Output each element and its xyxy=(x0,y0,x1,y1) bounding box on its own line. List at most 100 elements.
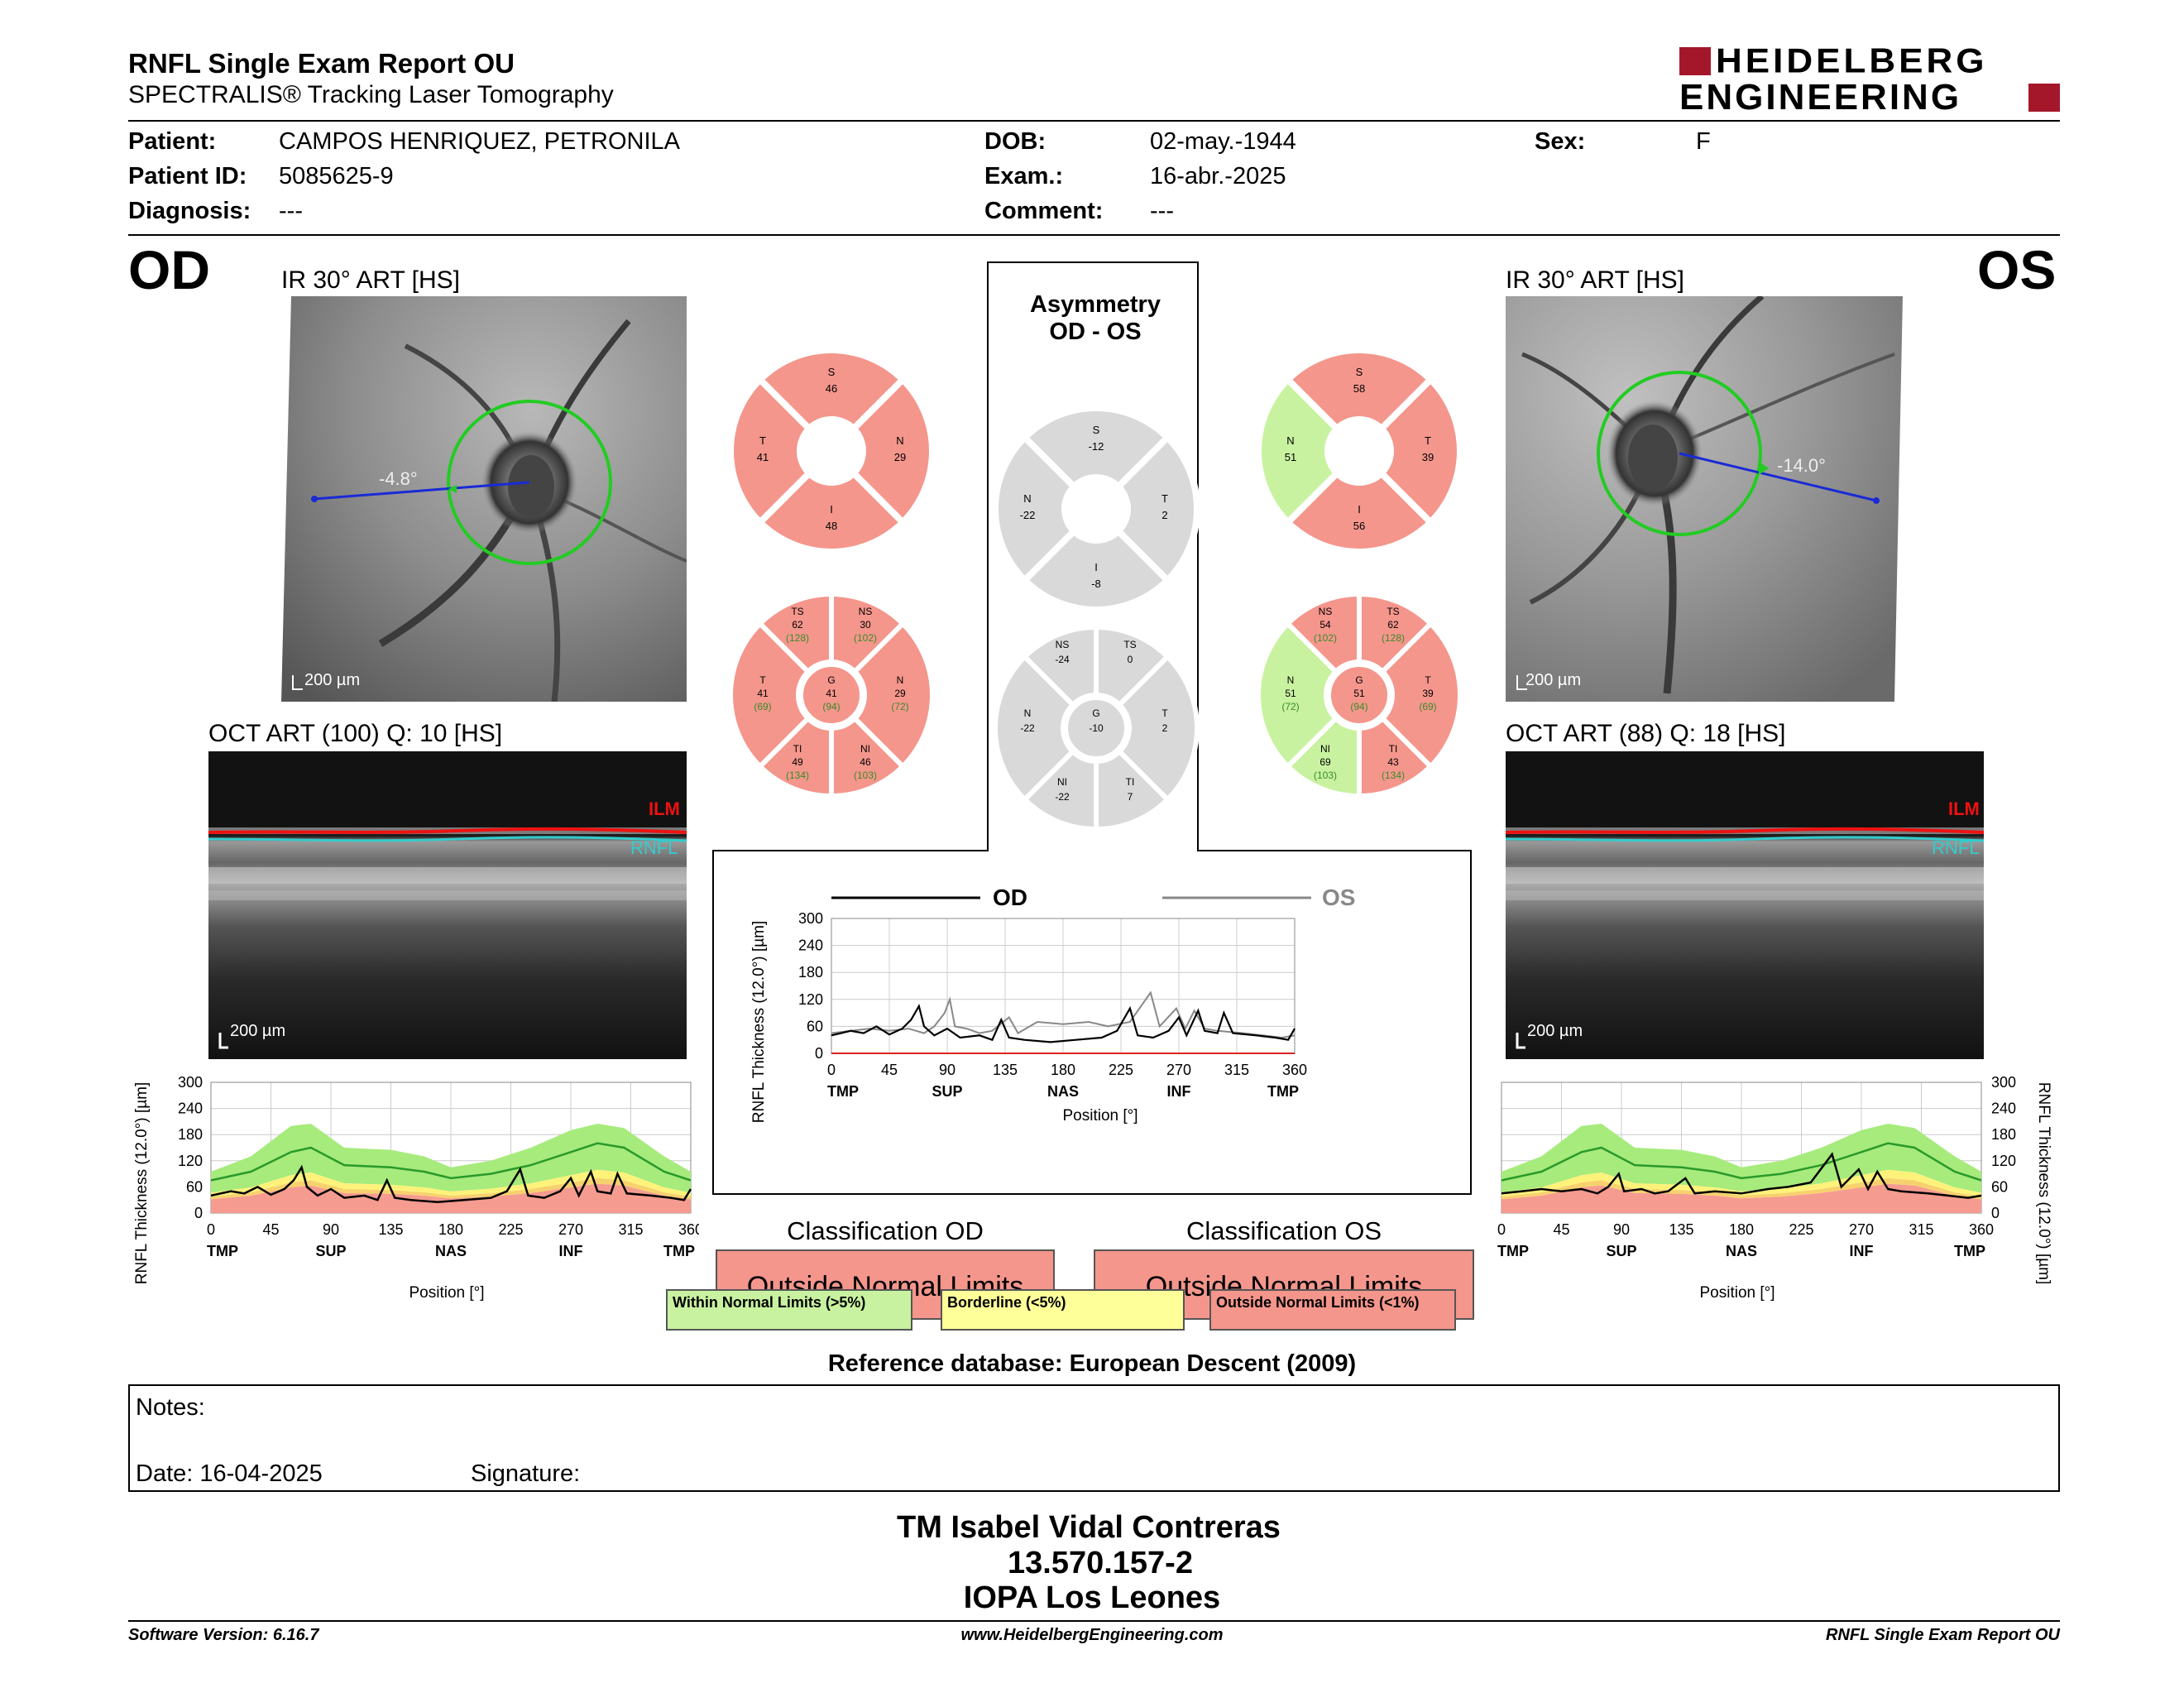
os-profile-xlabel: Position [°] xyxy=(1699,1284,1774,1302)
od-profile-xlabel: Position [°] xyxy=(409,1284,484,1302)
odp-xtick: 0 xyxy=(207,1221,215,1238)
os6-sector-n xyxy=(1256,375,1342,527)
asym6-sector-t xyxy=(1114,433,1200,585)
logo-line1: HEIDELBERG xyxy=(1716,41,1988,80)
cmp-xtick: 0 xyxy=(827,1062,836,1078)
od8-sector-n-value: 29 xyxy=(894,688,906,699)
exam-date: 16-abr.-2025 xyxy=(1150,163,1286,189)
os8-sector-ti-value: 43 xyxy=(1387,756,1399,768)
od-oct-label: OCT ART (100) Q: 10 [HS] xyxy=(208,720,503,747)
os8-sector-g xyxy=(1326,662,1392,728)
asym6-sector-t-value: 2 xyxy=(1161,509,1167,521)
os6-sector-t-value: 39 xyxy=(1422,451,1434,463)
od6-sector-s xyxy=(755,348,908,434)
osp-xtick: 180 xyxy=(1729,1221,1754,1238)
osp-region-label: SUP xyxy=(1606,1243,1636,1259)
logo-line2: ENGINEERING xyxy=(1679,77,1962,117)
asym8-sector-g xyxy=(1063,695,1129,761)
signoff-name: TM Isabel Vidal Contreras xyxy=(897,1510,1281,1545)
osp-xtick: 225 xyxy=(1789,1221,1813,1238)
osp-xtick: 135 xyxy=(1669,1221,1693,1238)
cmp-ytick: 60 xyxy=(807,1018,823,1034)
cmp-ytick: 180 xyxy=(798,964,823,981)
heidelberg-logo: HEIDELBERG ENGINEERING xyxy=(1679,41,2060,117)
cmp-legend-os: OS xyxy=(1322,885,1355,910)
sex-label: Sex: xyxy=(1535,128,1586,155)
os-ir-label: IR 30° ART [HS] xyxy=(1506,266,1684,294)
cmp-legend-od: OD xyxy=(993,885,1027,910)
os8-sector-ti-label: TI xyxy=(1389,743,1398,755)
osp-normal-band xyxy=(1502,1124,1981,1193)
od8-sector-t-normal: (69) xyxy=(754,701,771,712)
asymmetry-sector8-chart: NS -24 TS 0 T 2 TI 7 NI -22 N -22 G -10 xyxy=(993,625,1200,832)
od6-sector-i-value: 48 xyxy=(826,520,837,532)
od8-sector-ts-label: TS xyxy=(791,606,803,617)
odp-xtick: 180 xyxy=(438,1221,463,1238)
od-sector6-chart: S 46 N 29 I 48 T 41 xyxy=(728,348,935,554)
osp-region-label: INF xyxy=(1850,1243,1874,1259)
diagnosis-value: --- xyxy=(279,198,303,224)
os8-sector-g-label: G xyxy=(1355,674,1363,686)
svg-text:ILM: ILM xyxy=(649,798,680,819)
footer-website: www.HeidelbergEngineering.com xyxy=(960,1626,1224,1644)
report-title: RNFL Single Exam Report OU xyxy=(128,48,515,79)
osp-ytick: 180 xyxy=(1991,1126,2016,1143)
od8-sector-n-label: N xyxy=(897,674,904,686)
classification-od-title: Classification OD xyxy=(787,1216,984,1245)
cmp-ytick: 120 xyxy=(798,991,823,1008)
odp-ytick: 60 xyxy=(186,1178,203,1195)
os8-sector-ns-value: 54 xyxy=(1320,619,1331,631)
divider xyxy=(128,120,2060,122)
os8-sector-ts-value: 62 xyxy=(1387,619,1399,631)
os8-sector-t-value: 39 xyxy=(1422,688,1434,699)
legend-borderline: Borderline (<5%) xyxy=(941,1289,1185,1331)
cmp-xtick: 360 xyxy=(1282,1062,1307,1078)
asymmetry-title: Asymmetry xyxy=(1030,291,1161,318)
asym6-sector-n-label: N xyxy=(1023,492,1031,505)
os-oct-label: OCT ART (88) Q: 18 [HS] xyxy=(1506,720,1786,747)
od-fundus-image: -4.8° 200 µm xyxy=(281,296,687,702)
osp-xtick: 90 xyxy=(1613,1221,1630,1238)
asym8-sector-g-label: G xyxy=(1092,707,1099,719)
odp-xtick: 270 xyxy=(558,1221,583,1238)
asym6-sector-i xyxy=(1020,526,1172,612)
asym8-sector-ni-value: -22 xyxy=(1055,791,1070,803)
od-oct-bscan: ILM RNFL 200 µm xyxy=(208,751,687,1059)
os-oct-bscan: ILM RNFL 200 µm xyxy=(1506,751,1984,1059)
asym6-sector-i-value: -8 xyxy=(1091,578,1101,590)
signoff-institution: IOPA Los Leones xyxy=(963,1580,1221,1615)
odp-xtick: 90 xyxy=(323,1221,339,1238)
od8-sector-g xyxy=(798,662,864,728)
os-angle-label: -14.0° xyxy=(1777,455,1826,476)
cmp-xtick: 315 xyxy=(1224,1062,1249,1078)
os8-sector-g-value: 51 xyxy=(1353,688,1365,699)
comparison-chart: RNFL Thickness (12.0°) [µm] OD OS Positi… xyxy=(750,885,1355,1125)
notes-label: Notes: xyxy=(136,1394,205,1421)
od8-sector-g-value: 41 xyxy=(826,688,837,699)
osp-xtick: 270 xyxy=(1849,1221,1874,1238)
footer-software-version: Software Version: 6.16.7 xyxy=(128,1626,319,1644)
odp-region-label: NAS xyxy=(435,1243,467,1259)
osp-xtick: 45 xyxy=(1553,1221,1569,1238)
os-oct-scale: 200 µm xyxy=(1527,1022,1583,1040)
cmp-ytick: 240 xyxy=(798,938,823,954)
cmp-xlabel: Position [°] xyxy=(1062,1107,1138,1125)
od-oct-scale: 200 µm xyxy=(230,1022,285,1040)
cmp-xtick: 225 xyxy=(1109,1062,1133,1078)
asym8-sector-ti-value: 7 xyxy=(1128,791,1133,803)
osp-outside-band xyxy=(1502,1183,1981,1213)
od6-sector-n xyxy=(849,375,935,527)
od8-sector-t-label: T xyxy=(759,674,766,686)
od6-sector-t-label: T xyxy=(759,434,766,447)
os8-sector-n-normal: (72) xyxy=(1281,701,1299,712)
os8-sector-n-label: N xyxy=(1287,674,1295,686)
divider xyxy=(128,1620,2060,1622)
osp-normal-mean-line xyxy=(1501,1142,1982,1182)
asym8-sector-n-value: -22 xyxy=(1020,722,1035,734)
od8-sector-ts-value: 62 xyxy=(792,619,803,631)
os-ir-scale: 200 µm xyxy=(1525,671,1581,689)
osp-patient-line xyxy=(1501,1152,1982,1199)
od8-sector-ns-normal: (102) xyxy=(854,632,877,644)
asym8-sector-ns-value: -24 xyxy=(1055,654,1070,665)
osp-transition-band xyxy=(1502,1177,1981,1200)
